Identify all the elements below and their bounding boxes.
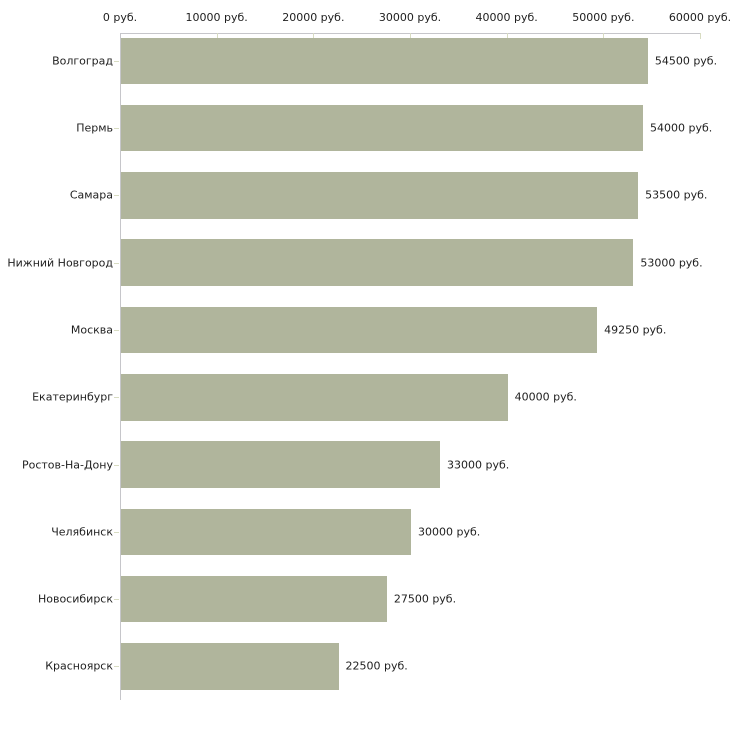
- value-label: 53500 руб.: [645, 188, 708, 202]
- chart-row: Новосибирск 27500 руб.: [0, 571, 730, 638]
- value-label: 33000 руб.: [447, 458, 510, 472]
- bar: [121, 374, 508, 421]
- x-axis-tick-mark: [700, 33, 701, 39]
- chart-row: Москва 49250 руб.: [0, 302, 730, 369]
- chart-row: Екатеринбург 40000 руб.: [0, 370, 730, 437]
- category-tick-mark: [114, 464, 119, 466]
- category-label: Екатеринбург: [32, 390, 113, 404]
- category-tick-mark: [114, 60, 119, 62]
- bar: [121, 306, 598, 354]
- x-axis-tick-label: 20000 руб.: [282, 11, 345, 24]
- x-axis-tick-mark: [506, 33, 508, 39]
- category-label: Новосибирск: [37, 592, 113, 606]
- category-tick-mark: [114, 397, 119, 399]
- category-tick-mark: [114, 329, 119, 331]
- category-label: Волгоград: [52, 54, 113, 68]
- x-axis-tick-mark: [216, 33, 218, 39]
- category-label: Челябинск: [51, 525, 113, 539]
- bar: [121, 643, 339, 690]
- category-label: Ростов-На-Дону: [21, 458, 113, 472]
- value-label: 54500 руб.: [654, 54, 718, 68]
- value-label: 27500 руб.: [393, 592, 457, 606]
- chart-row: Красноярск 22500 руб.: [0, 639, 730, 706]
- chart-row: Челябинск 30000 руб.: [0, 504, 730, 571]
- x-axis-tick-mark: [313, 33, 315, 39]
- x-axis-tick-label: 30000 руб.: [378, 11, 442, 24]
- chart-row: Пермь 54000 руб.: [0, 100, 730, 167]
- bar: [121, 37, 648, 84]
- x-axis-tick-label: 0 руб.: [102, 11, 138, 24]
- category-tick-mark: [114, 128, 119, 130]
- bar: [121, 172, 639, 219]
- chart-row: Волгоград 54500 руб.: [0, 33, 730, 100]
- category-tick-mark: [114, 666, 119, 668]
- x-axis-tick-mark: [603, 33, 605, 39]
- value-label: 30000 руб.: [418, 525, 481, 539]
- x-axis-tick-label: 10000 руб.: [185, 11, 248, 24]
- y-axis-line: [120, 33, 121, 700]
- bar: [121, 508, 411, 556]
- chart-row: Ростов-На-Дону 33000 руб.: [0, 437, 730, 504]
- x-axis-tick-label: 60000 руб.: [668, 11, 730, 24]
- chart-row: Самара 53500 руб.: [0, 168, 730, 235]
- value-label: 54000 руб.: [650, 121, 713, 135]
- bar: [121, 575, 387, 623]
- category-tick-mark: [114, 195, 119, 197]
- category-label: Самара: [69, 188, 113, 202]
- x-axis-tick-label: 40000 руб.: [475, 11, 538, 24]
- bar: [121, 239, 634, 286]
- category-label: Красноярск: [45, 659, 113, 673]
- x-axis-tick-mark: [410, 33, 411, 39]
- bar: [121, 441, 440, 488]
- value-label: 40000 руб.: [514, 390, 577, 404]
- category-label: Пермь: [76, 121, 113, 135]
- value-label: 49250 руб.: [604, 323, 667, 337]
- category-label: Москва: [70, 323, 113, 337]
- value-label: 22500 руб.: [345, 659, 408, 673]
- category-tick-mark: [114, 531, 119, 533]
- value-label: 53000 руб.: [640, 256, 703, 270]
- x-axis-tick-label: 50000 руб.: [572, 11, 635, 24]
- category-label: Нижний Новгород: [7, 256, 113, 270]
- category-tick-mark: [114, 262, 119, 264]
- chart-row: Нижний Новгород 53000 руб.: [0, 235, 730, 302]
- bar: [121, 104, 643, 152]
- category-tick-mark: [114, 599, 119, 601]
